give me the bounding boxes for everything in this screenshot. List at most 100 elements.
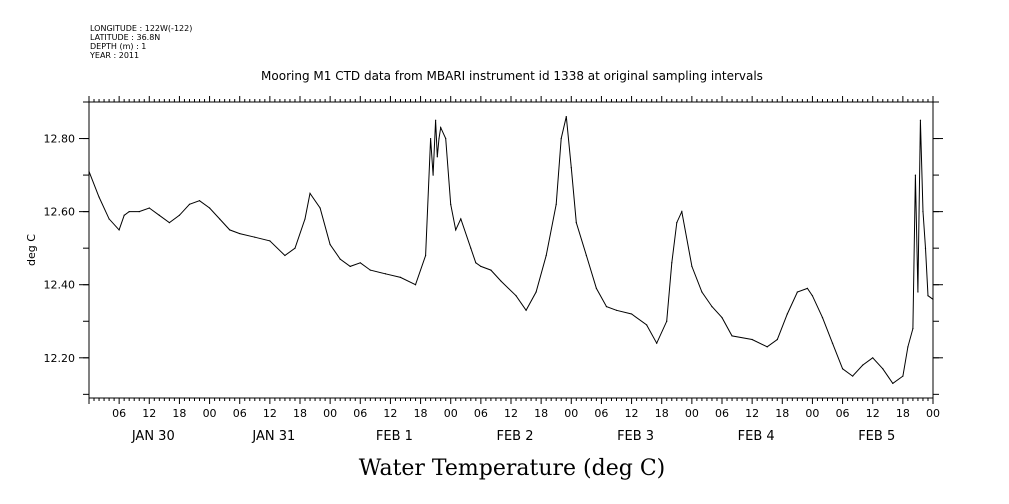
data-point [438, 137, 440, 140]
data-point [198, 200, 201, 202]
x-tick-label: 00 [926, 407, 940, 420]
data-point [309, 192, 311, 194]
data-point [436, 156, 438, 158]
data-point [219, 218, 221, 220]
x-tick-label: 12 [504, 407, 518, 420]
data-point [424, 254, 427, 257]
data-point [369, 269, 371, 271]
data-point [691, 265, 693, 268]
data-point [841, 368, 844, 370]
data-point [440, 126, 442, 129]
data-point [304, 218, 306, 220]
data-point [924, 247, 927, 249]
data-point [515, 295, 517, 297]
data-point [595, 287, 598, 289]
data-point [862, 364, 864, 366]
x-tick-label: 12 [263, 407, 277, 420]
data-point [796, 291, 798, 293]
x-tick-label: 06 [112, 407, 126, 420]
data-point [178, 214, 181, 216]
data-point [168, 221, 170, 224]
data-point [399, 276, 402, 279]
x-tick-label: 00 [685, 407, 699, 420]
data-point [294, 247, 296, 249]
x-axis-title: Water Temperature (deg C) [359, 456, 666, 481]
axes: 06 12 18 00 06 12 18 00 06 12 18 00 06 12 18 00 06 12 18 00… [44, 96, 943, 444]
data-point [575, 221, 577, 224]
data-point [435, 119, 437, 121]
data-point [555, 203, 557, 205]
data-point [681, 211, 683, 213]
data-point [615, 309, 618, 311]
data-point [932, 298, 934, 300]
data-point [138, 211, 140, 213]
data-point [470, 247, 472, 249]
y-axis-label: deg C [25, 234, 38, 266]
x-tick-label: 18 [655, 407, 669, 420]
data-point [560, 137, 562, 140]
data-point [460, 218, 462, 220]
x-day-label: FEB 3 [617, 429, 654, 444]
data-point [671, 262, 673, 264]
plot-frame [88, 101, 934, 399]
data-point [329, 243, 331, 246]
x-tick-label: 12 [745, 407, 759, 420]
x-tick-label: 00 [203, 407, 217, 420]
data-point [475, 262, 477, 264]
data-point [882, 368, 884, 370]
data-point [565, 116, 567, 118]
data-point [445, 137, 447, 140]
data-point [123, 214, 125, 216]
data-point [821, 317, 824, 319]
data-point [525, 309, 527, 311]
data-point [852, 375, 854, 377]
x-tick-label: 06 [594, 407, 608, 420]
y-tick-label: 12.80 [44, 133, 76, 146]
data-point [349, 265, 351, 268]
data-point [731, 335, 733, 337]
data-point [545, 254, 547, 257]
x-tick-label: 06 [233, 407, 247, 420]
data-point [359, 262, 361, 264]
data-point [208, 207, 211, 209]
data-point [319, 207, 321, 209]
data-point [914, 174, 917, 176]
metadata-line: LONGITUDE : 122W(-122) [90, 24, 192, 33]
x-tick-label: 06 [474, 407, 488, 420]
data-point [490, 269, 492, 271]
data-point [766, 346, 768, 348]
data-point [108, 218, 110, 220]
data-point [269, 240, 271, 242]
y-tick-label: 12.20 [44, 352, 76, 365]
data-point [872, 357, 874, 359]
data-point [776, 338, 778, 341]
data-point [229, 229, 231, 231]
data-point [450, 203, 452, 205]
data-point [284, 254, 286, 257]
data-point [535, 291, 537, 293]
data-point [646, 324, 648, 326]
x-tick-label: 18 [775, 407, 789, 420]
x-day-label: FEB 1 [376, 429, 413, 444]
y-tick-label: 12.60 [44, 206, 76, 219]
data-point [384, 273, 387, 275]
metadata-line: YEAR : 2011 [89, 51, 139, 60]
x-tick-label: 18 [414, 407, 428, 420]
data-point [917, 291, 919, 293]
data-point [88, 170, 90, 173]
x-tick-label: 18 [172, 407, 186, 420]
data-point [701, 291, 703, 293]
x-tick-label: 12 [142, 407, 156, 420]
x-day-label: JAN 31 [251, 429, 295, 444]
x-day-label: JAN 30 [131, 429, 175, 444]
x-tick-label: 06 [836, 407, 850, 420]
data-point [806, 287, 809, 289]
x-tick-label: 18 [534, 407, 548, 420]
data-point [455, 229, 457, 231]
data-point [585, 254, 587, 257]
data-point [158, 214, 160, 216]
data-point [676, 221, 678, 224]
data-point [98, 196, 100, 198]
x-tick-label: 12 [866, 407, 880, 420]
